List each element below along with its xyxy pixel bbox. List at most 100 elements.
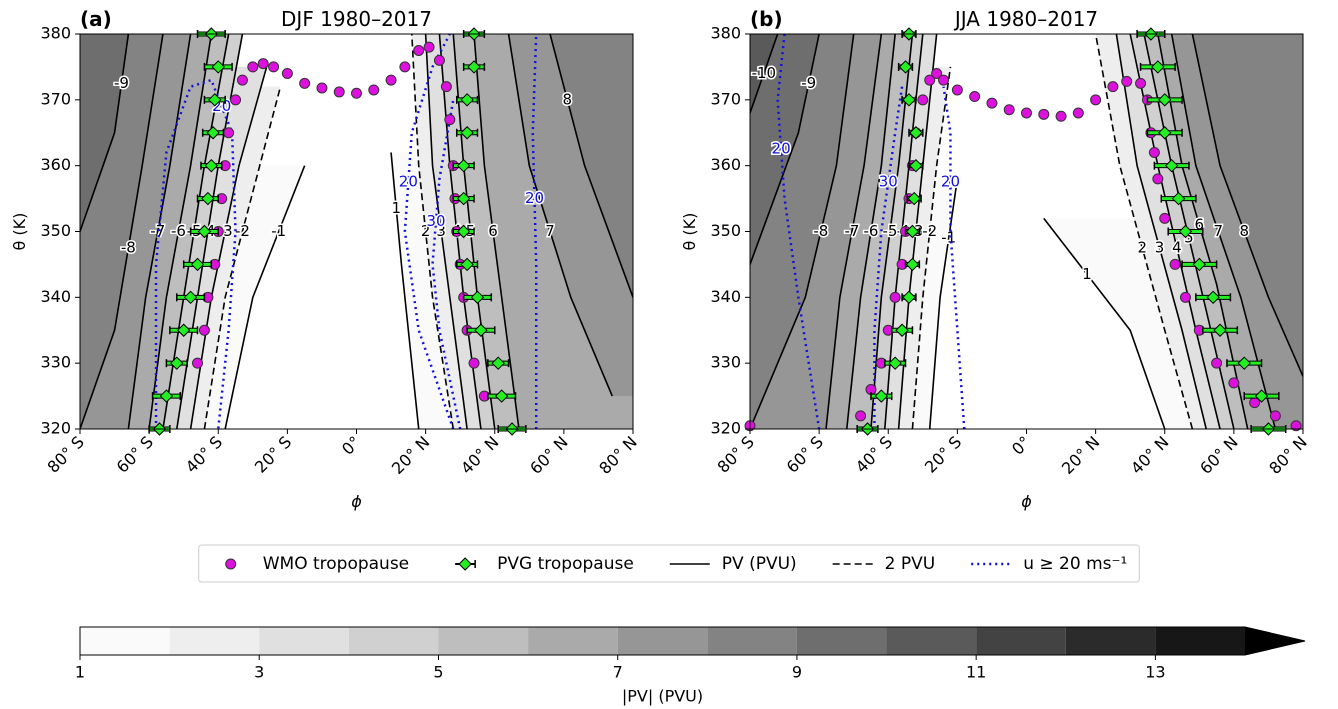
pvg-point (176, 323, 191, 337)
x-tick-label: 80° N (1265, 432, 1311, 478)
wmo-point (299, 77, 311, 89)
contour-label: -2 (922, 222, 937, 240)
colorbar-extend (1245, 627, 1305, 655)
contour-label: -6 (863, 222, 878, 240)
colorbar-band (617, 627, 708, 655)
x-tick-label: 80° N (595, 432, 641, 478)
y-tick-label: 380 (710, 24, 741, 43)
x-axis-label: ϕ (1021, 492, 1032, 511)
wmo-point (268, 61, 280, 73)
pv-band (550, 34, 633, 298)
colorbar-band (438, 627, 529, 655)
contour-line (80, 34, 130, 232)
y-tick-label: 350 (710, 221, 741, 240)
pvg-point (456, 191, 471, 206)
contour-label: -1 (941, 229, 956, 247)
y-tick-label: 370 (710, 89, 741, 108)
contour-label: 30 (879, 173, 898, 191)
x-tick-label: 0° (1008, 432, 1034, 458)
wmo-point (223, 127, 235, 139)
contour-line (845, 34, 896, 429)
contour-label: -2 (235, 222, 250, 240)
wmo-point (931, 68, 943, 79)
wmo-point (1211, 357, 1223, 369)
x-tick-label: 60° S (783, 432, 827, 476)
pvg-point (905, 224, 920, 239)
contour-label: -10 (752, 64, 777, 82)
x-tick-label: 80° S (44, 432, 88, 476)
colorbar-band (80, 627, 170, 655)
pvg-point (905, 257, 920, 272)
contour-line (80, 34, 164, 429)
wmo-point (385, 74, 397, 86)
y-tick-label: 320 (710, 419, 741, 438)
legend-label: u ≥ 20 ms⁻¹ (1023, 554, 1127, 574)
contour-label: 1 (391, 199, 401, 217)
colorbar-tick-label: 9 (792, 663, 802, 682)
pvg-point (206, 126, 220, 140)
contour-line (750, 34, 820, 265)
contour-line (390, 152, 420, 429)
contour-line (1043, 217, 1166, 429)
wmo-point (444, 114, 456, 126)
wmo-point (413, 44, 425, 56)
wmo-point (247, 61, 259, 73)
colorbar-tick-label: 7 (613, 663, 623, 682)
contour-line (750, 34, 855, 429)
contour-line (549, 34, 633, 298)
contour-label: -9 (801, 74, 816, 92)
legend-entry: WMO tropopause (225, 554, 409, 574)
wmo-point (368, 84, 380, 96)
y-axis-label: θ (K) (680, 213, 699, 251)
panel-label: (b) (750, 7, 783, 31)
contour-label: 4 (1172, 238, 1182, 256)
legend-entry: PV (PVU) (669, 554, 797, 574)
y-axis-label: θ (K) (10, 213, 29, 251)
pvg-point (1192, 257, 1207, 272)
contour-line (127, 34, 192, 429)
wmo-point (257, 58, 269, 70)
wmo-point (1021, 107, 1032, 119)
pvg-point (1158, 126, 1172, 140)
wmo-point (1159, 212, 1171, 224)
colorbar-band (259, 627, 349, 655)
x-axis-label: ϕ (351, 492, 362, 511)
pvg-point (460, 126, 474, 140)
pvg-point (898, 60, 913, 74)
pvg-point (467, 60, 481, 74)
wmo-point (1055, 110, 1067, 122)
pvg-point (907, 191, 921, 206)
contour-line (507, 34, 614, 397)
pvg-point (1164, 158, 1179, 173)
wmo-point (351, 87, 362, 99)
pvg-point (1237, 356, 1251, 370)
wmo-point (1072, 107, 1084, 119)
colorbar-band (528, 627, 618, 655)
wmo-point (440, 81, 452, 93)
colorbar-band (707, 627, 797, 655)
pvg-point (197, 224, 212, 239)
x-tick-label: 60° S (113, 432, 157, 476)
contour-line (1115, 34, 1207, 429)
pvg-point (895, 323, 909, 337)
contour-label: 1 (1082, 265, 1092, 283)
contour-label: 20 (399, 173, 418, 191)
wmo-point (230, 94, 242, 106)
wmo-point (198, 324, 210, 336)
y-tick-label: 340 (40, 287, 71, 306)
legend-entry: PVG tropopause (455, 554, 634, 574)
pvg-point (204, 158, 219, 173)
wmo-point (889, 291, 901, 303)
contour-line (911, 66, 952, 429)
pvg-point (456, 224, 471, 239)
wmo-point (969, 91, 981, 103)
pvg-point (902, 93, 916, 107)
x-tick-label: 20° N (388, 432, 434, 478)
x-tick-label: 60° N (526, 432, 572, 478)
pvg-point (201, 191, 215, 206)
colorbar-band (886, 627, 977, 655)
pvg-point (1213, 323, 1227, 337)
contour-line (431, 99, 462, 429)
wmo-point (1135, 77, 1147, 89)
